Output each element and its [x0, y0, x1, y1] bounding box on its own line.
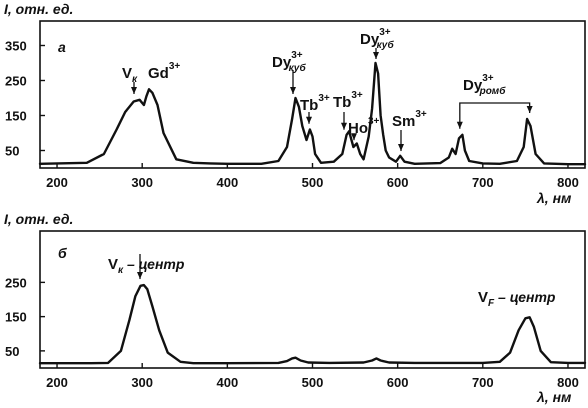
- panel-b-annotation: VF – центр: [478, 289, 556, 309]
- panel-b-y-tick-label: 50: [5, 344, 19, 359]
- panel-a-arrowhead: [398, 144, 404, 152]
- panel-b-annotation: Vк – центр: [108, 254, 185, 280]
- panel-a-xlabel: λ, нм: [536, 190, 572, 206]
- panel-a-arrowhead: [526, 106, 533, 113]
- panel-b-y-tick-label: 150: [5, 310, 27, 325]
- panel-a-x-tick-label: 400: [216, 175, 238, 190]
- panel-a-annotation: Vк: [122, 65, 138, 94]
- panel-b-annotation-label: Vк – центр: [108, 256, 185, 276]
- panel-a-y-tick-label: 50: [5, 144, 19, 159]
- panel-a-annotation: Tb3+: [300, 93, 330, 124]
- panel-a-annotation: Sm3+: [392, 109, 427, 152]
- panel-a: I, отн. ед. λ, нм а 200 300 400 500 600 700 80…: [4, 1, 587, 206]
- panel-a-series-line: [38, 61, 587, 166]
- panel-b-annotation-label: VF – центр: [478, 289, 556, 309]
- panel-a-bracket: [459, 102, 531, 129]
- panel-a-arrowhead: [131, 87, 137, 94]
- panel-a-annotation: Tb3+: [333, 90, 363, 130]
- panel-a-annotation-label: Tb3+: [333, 90, 363, 111]
- panel-a-arrowhead: [341, 122, 347, 130]
- panel-a-x-tick-label: 800: [557, 175, 579, 190]
- panel-a-arrowhead: [456, 121, 463, 129]
- panel-a-annotation: Dy3+ куб: [272, 50, 306, 94]
- panel-a-annotation: Gd3+: [148, 61, 180, 82]
- panel-a-y-tick-label: 350: [5, 39, 27, 54]
- panel-a-label: а: [58, 39, 66, 55]
- panel-a-annotation: Dy3+ ромб: [456, 73, 533, 129]
- panel-a-annotation-label: Dy3+ куб: [272, 50, 306, 74]
- panel-a-y-tick-label: 150: [5, 109, 27, 124]
- panel-a-arrowhead: [290, 87, 296, 94]
- panel-a-x-tick-label: 700: [472, 175, 494, 190]
- panel-a-annotation-label: Sm3+: [392, 109, 427, 130]
- panel-a-annotation-label: Gd3+: [148, 61, 180, 82]
- panel-a-arrowhead: [373, 52, 379, 59]
- panel-b: I, отн. ед. λ, нм б 200 300 400 500 600 700 80…: [4, 211, 587, 405]
- panel-b-x-tick-label: 800: [557, 375, 579, 390]
- panel-a-ylabel: I, отн. ед.: [4, 1, 73, 17]
- panel-a-y-tick-label: 250: [5, 74, 27, 89]
- panel-a-annotation: Dy3+ куб: [360, 27, 394, 59]
- panel-a-x-tick-label: 300: [131, 175, 153, 190]
- panel-a-annotation-label: Vк: [122, 65, 138, 85]
- panel-a-x-tick-label: 500: [302, 175, 324, 190]
- panel-a-annotation-label: Ho3+: [348, 116, 380, 137]
- panel-b-x-tick-label: 300: [131, 375, 153, 390]
- panel-b-x-tick-label: 500: [302, 375, 324, 390]
- panel-a-annotation-label: Dy3+ куб: [360, 27, 394, 51]
- panel-a-annotation-label: Dy3+ ромб: [463, 73, 506, 97]
- panel-b-ylabel: I, отн. ед.: [4, 211, 73, 227]
- panel-a-annotation-label: Tb3+: [300, 93, 330, 114]
- panel-a-annotation: Ho3+: [348, 116, 380, 141]
- panel-b-arrowhead: [137, 272, 143, 280]
- panel-b-label: б: [58, 245, 67, 261]
- panel-a-arrowhead: [306, 116, 312, 124]
- panel-b-x-tick-label: 700: [472, 375, 494, 390]
- panel-a-x-tick-label: 600: [387, 175, 409, 190]
- panel-b-x-tick-label: 400: [216, 375, 238, 390]
- panel-b-series-line: [38, 283, 587, 365]
- panel-b-xlabel: λ, нм: [536, 389, 572, 405]
- panel-b-x-tick-label: 200: [46, 375, 68, 390]
- panel-b-y-tick-label: 250: [5, 275, 27, 290]
- panel-b-x-tick-label: 600: [387, 375, 409, 390]
- panel-a-arrowhead: [351, 133, 357, 141]
- panel-a-x-tick-label: 200: [46, 175, 68, 190]
